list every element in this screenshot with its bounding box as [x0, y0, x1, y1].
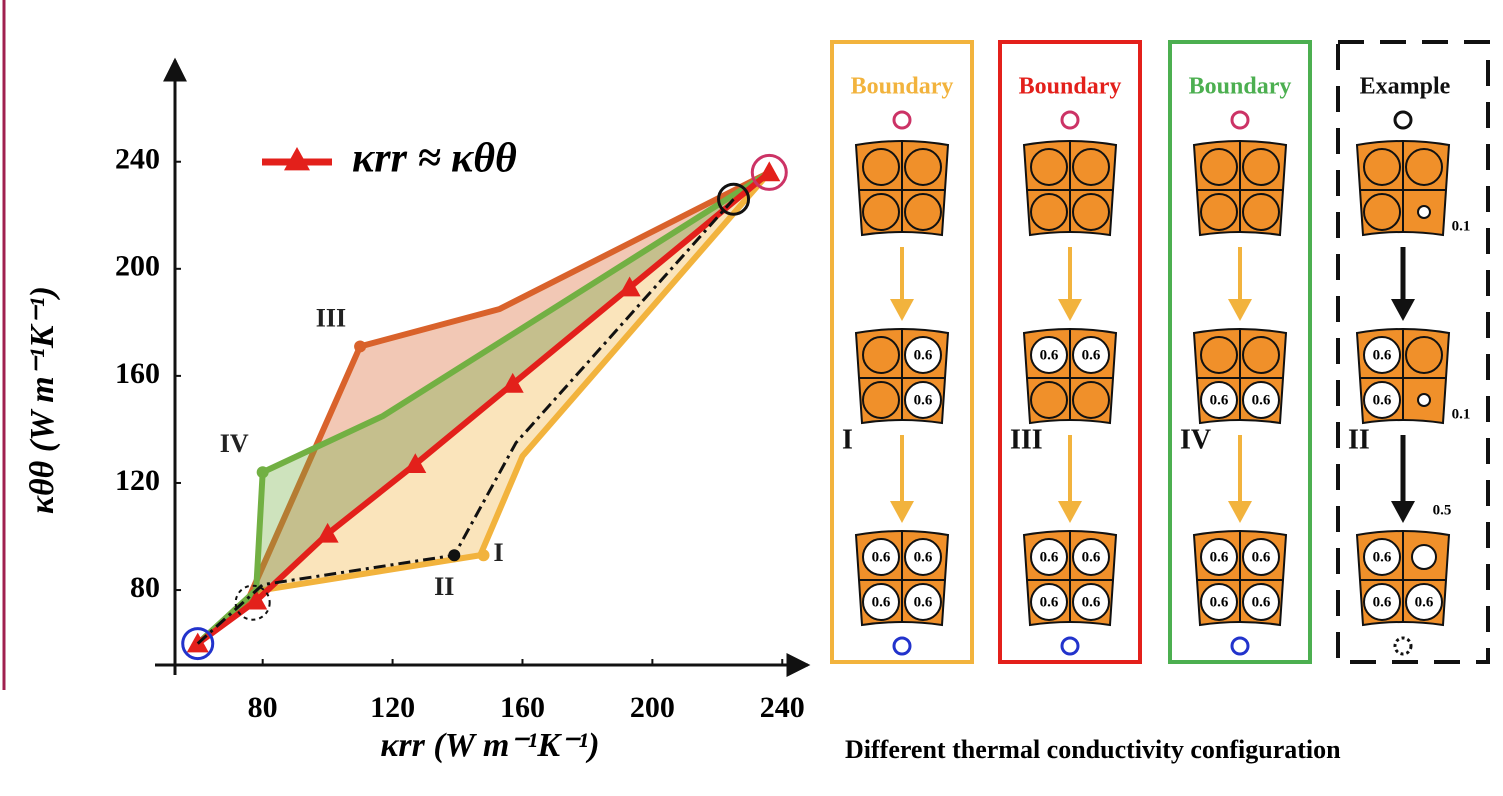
panel-label: II	[1348, 424, 1370, 455]
cell-note: 0.5	[1433, 502, 1452, 518]
cell-label: 0.6	[1210, 392, 1229, 408]
flow-arrowhead	[1228, 299, 1252, 321]
sink-ring	[1062, 638, 1078, 654]
x-tick-label: 80	[248, 691, 278, 724]
panel-title: Boundary	[1189, 74, 1292, 100]
cell-label: 0.6	[1210, 594, 1229, 610]
cell-note: 0.1	[1452, 406, 1471, 422]
panel-title: Example	[1360, 74, 1451, 100]
panel-label: III	[1010, 424, 1043, 455]
sink-ring	[1395, 638, 1411, 654]
cell-label: 0.6	[1373, 549, 1392, 565]
cell-label: 0.6	[872, 549, 891, 565]
cell-label: 0.6	[1252, 392, 1271, 408]
cell-label: 0.6	[914, 347, 933, 363]
x-tick-label: 240	[760, 691, 805, 724]
plot: 8012016020024080120160200240IIIIVIIIκrr …	[115, 136, 805, 724]
sink-ring	[894, 638, 910, 654]
annotation-point	[478, 549, 490, 561]
panel-title: Boundary	[851, 74, 954, 100]
source-ring	[894, 112, 910, 128]
x-tick-label: 120	[370, 691, 415, 724]
cell-label: 0.6	[1373, 347, 1392, 363]
annotation-label: II	[434, 572, 454, 601]
cell-label: 0.6	[1210, 549, 1229, 565]
source-ring	[1395, 112, 1411, 128]
source-ring	[1062, 112, 1078, 128]
cell-label: 0.6	[1082, 594, 1101, 610]
series-line	[198, 172, 770, 643]
panel-label: IV	[1180, 424, 1211, 455]
flow-arrowhead	[890, 299, 914, 321]
flow-arrowhead	[1058, 501, 1082, 523]
cell-label: 0.6	[914, 549, 933, 565]
source-ring	[1232, 112, 1248, 128]
configurations: Boundary 0.6 0.6 0.6 0.6 0.6 0.6 I Boundary 0.6 0.…	[832, 42, 1488, 662]
point-marker	[758, 161, 780, 181]
cell-label: 0.6	[1040, 549, 1059, 565]
y-tick-label: 120	[115, 464, 160, 497]
cell-label: 0.6	[1252, 549, 1271, 565]
cell-label: 0.6	[1082, 549, 1101, 565]
x-axis-label: κrr (W m⁻¹K⁻¹)	[380, 727, 599, 764]
panel-label: I	[842, 424, 853, 455]
annotation-label: I	[494, 538, 504, 567]
cell-label: 0.6	[1082, 347, 1101, 363]
cell-inclusion	[1418, 206, 1430, 218]
cell-label: 0.6	[1252, 594, 1271, 610]
y-tick-label: 240	[115, 143, 160, 176]
flow-arrowhead	[1391, 299, 1415, 321]
cell-label: 0.6	[1040, 347, 1059, 363]
cell-inclusion	[1418, 394, 1430, 406]
annotation-point	[257, 466, 269, 478]
cell-label: 0.6	[914, 594, 933, 610]
flow-arrowhead	[890, 501, 914, 523]
cell-label: 0.6	[872, 594, 891, 610]
flow-arrowhead	[1058, 299, 1082, 321]
cell-note: 0.1	[1452, 218, 1471, 234]
y-axis-label: κθθ (W m⁻¹K⁻¹)	[24, 286, 61, 514]
cell-label: 0.6	[1040, 594, 1059, 610]
cell-inclusion	[1412, 545, 1436, 569]
annotation-point	[448, 549, 460, 561]
cell-label: 0.6	[914, 392, 933, 408]
sink-ring	[1232, 638, 1248, 654]
cell-label: 0.6	[1373, 594, 1392, 610]
flow-arrowhead	[1228, 501, 1252, 523]
legend-label: κrr ≈ κθθ	[352, 136, 517, 182]
x-tick-label: 200	[630, 691, 675, 724]
flow-arrowhead	[1391, 501, 1415, 523]
x-tick-label: 160	[500, 691, 545, 724]
cell-label: 0.6	[1415, 594, 1434, 610]
cell-label: 0.6	[1373, 392, 1392, 408]
y-tick-label: 80	[130, 571, 160, 604]
y-tick-label: 160	[115, 357, 160, 390]
annotation-label: III	[316, 303, 346, 332]
annotation-point	[354, 340, 366, 352]
y-tick-label: 200	[115, 250, 160, 283]
figure: κrr (W m⁻¹K⁻¹) κθθ (W m⁻¹K⁻¹) Different …	[0, 0, 1503, 796]
panel-title: Boundary	[1019, 74, 1122, 100]
caption: Different thermal conductivity configura…	[845, 735, 1341, 764]
annotation-label: IV	[220, 429, 249, 458]
